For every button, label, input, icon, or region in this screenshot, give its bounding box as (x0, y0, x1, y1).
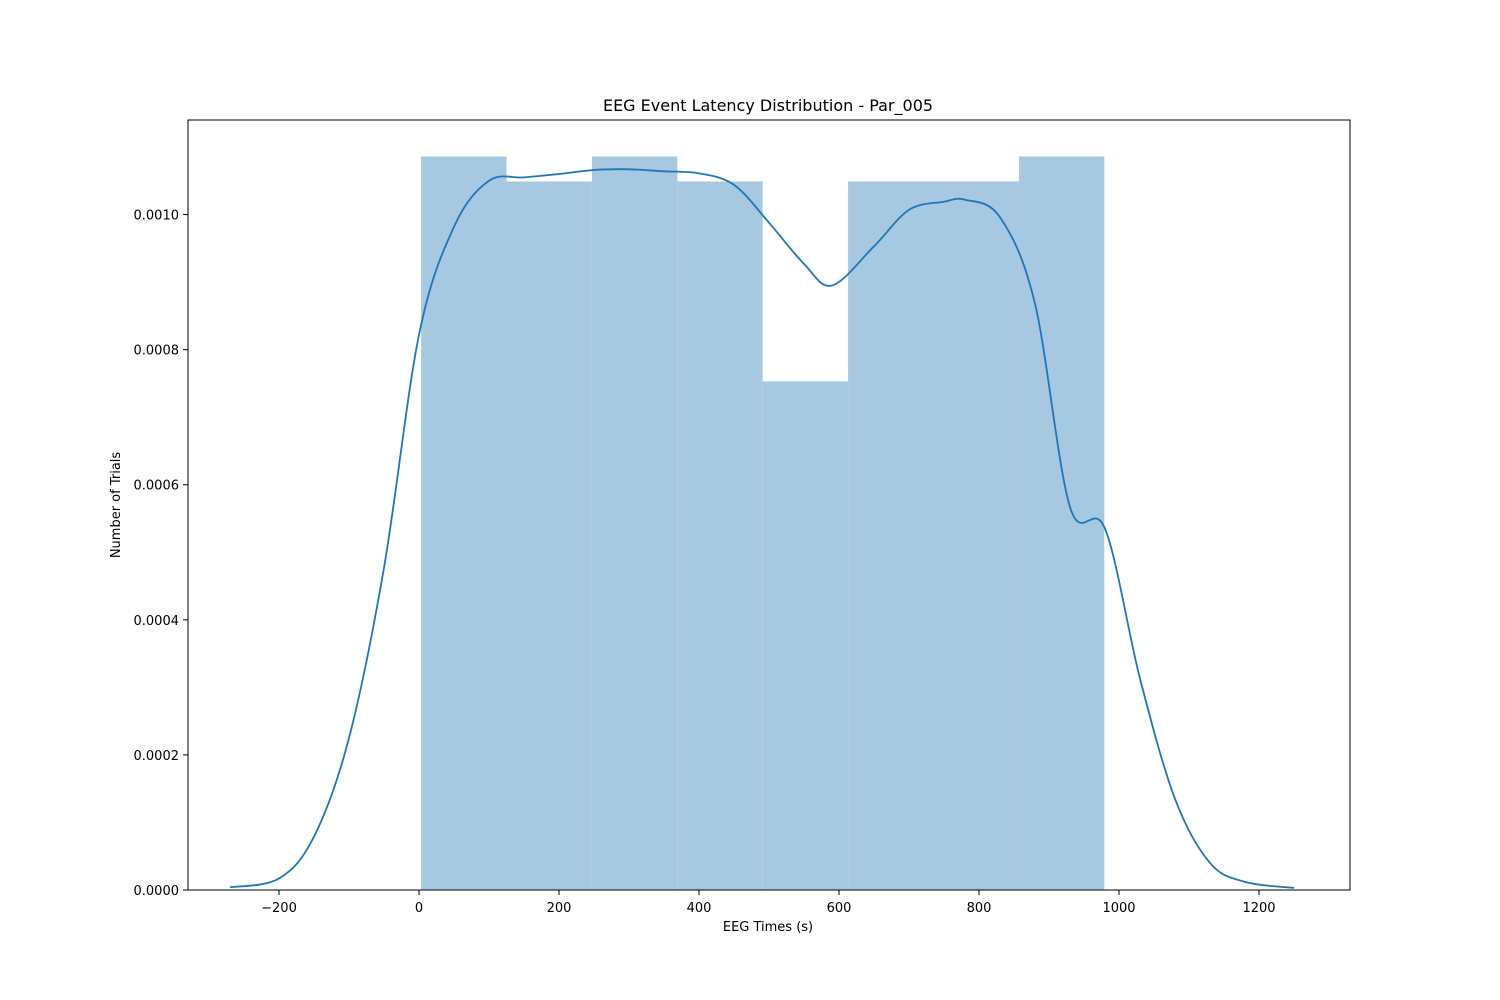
y-tick-label: 0.0000 (134, 884, 180, 899)
y-tick-label: 0.0008 (134, 344, 180, 359)
histogram-bar-8 (1018, 156, 1105, 890)
x-tick-label: 1000 (1102, 901, 1135, 916)
histogram-bar-1 (421, 156, 507, 890)
histogram-bar-4 (677, 181, 763, 890)
plot-frame (187, 119, 1351, 891)
x-tick-label: 200 (547, 901, 572, 916)
histogram-bar-6 (848, 181, 934, 890)
y-tick-label: 0.0006 (134, 479, 180, 494)
y-tick-label: 0.0004 (134, 614, 180, 629)
histogram-bar-2 (506, 181, 592, 890)
y-tick-label: 0.0002 (134, 749, 180, 764)
y-axis-label: Number of Trials (109, 452, 124, 559)
x-tick-label: −200 (261, 901, 297, 916)
chart-title: EEG Event Latency Distribution - Par_005 (603, 96, 933, 116)
x-tick-label: 0 (415, 901, 423, 916)
histogram-bar-3 (591, 156, 678, 890)
x-axis: −200 0 200 400 600 800 1000 1200 (261, 890, 1276, 916)
histogram-bar-5 (762, 381, 849, 890)
x-tick-label: 400 (687, 901, 712, 916)
y-axis: 0.0000 0.0002 0.0004 0.0006 0.0008 0.0010 (134, 209, 188, 899)
histogram-bars (421, 156, 1105, 890)
histogram-bar-7 (933, 181, 1019, 890)
y-tick-label: 0.0010 (134, 209, 180, 224)
kde-line (229, 168, 1295, 889)
x-tick-label: 600 (827, 901, 852, 916)
x-tick-label: 800 (967, 901, 992, 916)
x-axis-label: EEG Times (s) (723, 920, 813, 935)
x-tick-label: 1200 (1242, 901, 1275, 916)
